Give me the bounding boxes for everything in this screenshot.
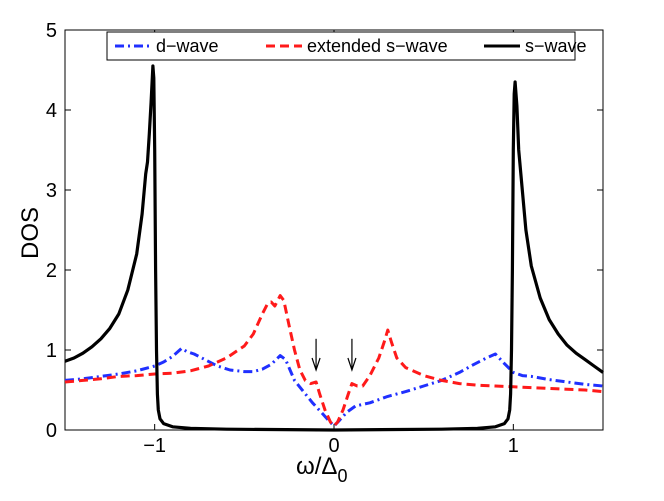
legend-label-2: s−wave xyxy=(525,36,587,56)
x-tick-labels: −1 0 1 xyxy=(143,435,519,457)
series-line-0 xyxy=(64,346,604,428)
series-line-2 xyxy=(64,64,604,432)
arrow-head-0 xyxy=(311,357,321,372)
arrow-head-1 xyxy=(347,357,357,372)
y-tick-label: 5 xyxy=(46,20,57,42)
x-tick-label: 0 xyxy=(328,435,339,457)
legend-box xyxy=(106,31,576,61)
series-line-1 xyxy=(64,294,604,428)
series-lines xyxy=(64,64,604,432)
legend: d−wave extended s−wave s−wave xyxy=(106,31,587,61)
annotations xyxy=(311,338,357,372)
legend-items: d−wave extended s−wave s−wave xyxy=(115,36,587,56)
y-tick-label: 3 xyxy=(46,180,57,202)
y-axis-label: DOS xyxy=(17,207,44,259)
x-axis-label-subscript: 0 xyxy=(337,466,347,486)
y-tick-label: 4 xyxy=(46,100,57,122)
y-tick-label: 2 xyxy=(46,260,57,282)
x-tick-label: 1 xyxy=(508,435,519,457)
x-axis-label: ω/Δ0 xyxy=(296,453,347,486)
y-tick-label: 0 xyxy=(46,420,57,442)
y-tick-labels: 0 1 2 3 4 5 xyxy=(46,20,57,442)
plot-area xyxy=(64,29,604,431)
y-tick-label: 1 xyxy=(46,340,57,362)
x-axis-label-main: ω/Δ xyxy=(296,453,337,480)
legend-label-1: extended s−wave xyxy=(307,36,448,56)
axis-ticks xyxy=(65,29,603,431)
x-tick-label: −1 xyxy=(143,435,166,457)
legend-label-0: d−wave xyxy=(156,36,219,56)
